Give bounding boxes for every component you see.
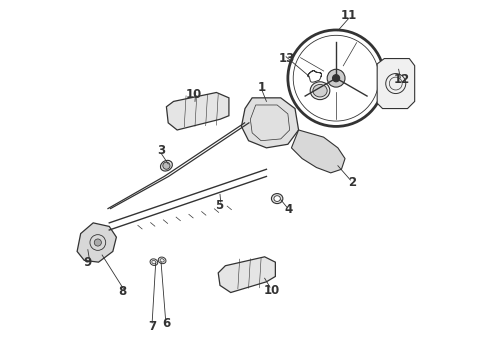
Text: 13: 13: [279, 52, 295, 65]
Ellipse shape: [310, 82, 330, 100]
Text: 9: 9: [84, 256, 92, 269]
Text: 10: 10: [186, 88, 202, 101]
Ellipse shape: [150, 259, 158, 265]
Circle shape: [333, 75, 340, 82]
Ellipse shape: [274, 196, 280, 202]
Text: 10: 10: [264, 284, 280, 297]
Text: 3: 3: [157, 144, 165, 157]
Polygon shape: [218, 257, 275, 293]
Text: 12: 12: [394, 73, 410, 86]
Ellipse shape: [160, 160, 172, 171]
Polygon shape: [242, 98, 298, 148]
Text: 1: 1: [258, 81, 266, 94]
Text: 4: 4: [285, 203, 293, 216]
Ellipse shape: [158, 257, 166, 264]
Circle shape: [94, 239, 101, 246]
Ellipse shape: [313, 85, 327, 97]
Polygon shape: [377, 59, 415, 109]
Ellipse shape: [271, 194, 283, 203]
Polygon shape: [167, 93, 229, 130]
Text: 2: 2: [348, 176, 356, 189]
Text: 7: 7: [148, 320, 156, 333]
Text: 6: 6: [162, 317, 171, 330]
Polygon shape: [77, 223, 117, 262]
Polygon shape: [292, 130, 345, 173]
Text: 5: 5: [215, 198, 223, 212]
Text: 11: 11: [341, 9, 357, 22]
Circle shape: [163, 162, 170, 169]
Text: 8: 8: [119, 285, 127, 298]
Circle shape: [327, 69, 345, 87]
